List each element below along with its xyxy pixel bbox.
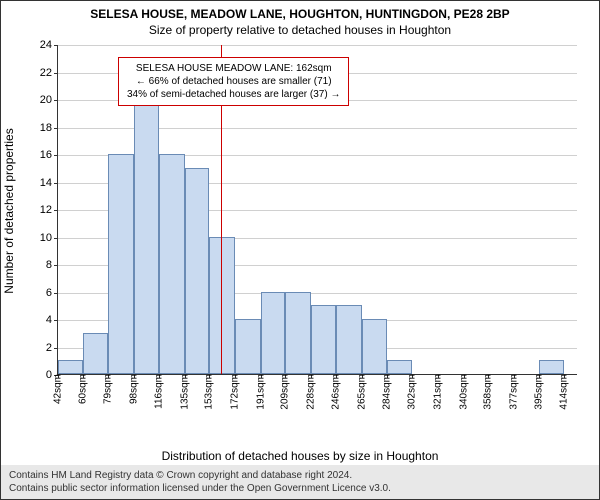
plot-area: 02468101214161820222442sqm60sqm79sqm98sq… <box>57 45 577 375</box>
x-tick-label: 246sqm <box>330 374 341 410</box>
x-tick-label: 340sqm <box>458 374 469 410</box>
x-tick-label: 191sqm <box>255 374 266 410</box>
chart-container: SELESA HOUSE, MEADOW LANE, HOUGHTON, HUN… <box>0 0 600 500</box>
histogram-bar <box>362 319 388 374</box>
x-tick-label: 116sqm <box>153 374 164 409</box>
x-tick-label: 153sqm <box>204 374 215 410</box>
x-tick-label: 135sqm <box>179 374 190 410</box>
y-tick-mark <box>54 100 58 101</box>
y-tick-mark <box>54 265 58 266</box>
histogram-bar <box>387 360 412 374</box>
x-tick-label: 302sqm <box>406 374 417 410</box>
x-tick-label: 209sqm <box>280 374 291 410</box>
y-tick-mark <box>54 293 58 294</box>
y-tick-mark <box>54 210 58 211</box>
y-tick-mark <box>54 73 58 74</box>
histogram-bar <box>108 154 134 374</box>
y-tick-mark <box>54 128 58 129</box>
x-tick-label: 79sqm <box>103 374 114 404</box>
x-tick-label: 60sqm <box>77 374 88 404</box>
y-tick-mark <box>54 320 58 321</box>
histogram-bar <box>311 305 336 374</box>
annotation-line: SELESA HOUSE MEADOW LANE: 162sqm <box>127 62 340 75</box>
histogram-bar <box>134 99 159 374</box>
x-tick-label: 358sqm <box>483 374 494 410</box>
histogram-bar <box>83 333 109 374</box>
histogram-bar <box>235 319 261 374</box>
annotation-box: SELESA HOUSE MEADOW LANE: 162sqm← 66% of… <box>118 57 349 106</box>
x-tick-label: 377sqm <box>509 374 520 410</box>
x-tick-label: 98sqm <box>129 374 140 404</box>
footer-line-2: Contains public sector information licen… <box>9 482 591 495</box>
x-tick-label: 228sqm <box>306 374 317 410</box>
x-tick-label: 172sqm <box>229 374 240 410</box>
x-tick-label: 395sqm <box>533 374 544 410</box>
chart-subtitle: Size of property relative to detached ho… <box>1 21 599 37</box>
y-axis-label: Number of detached properties <box>2 128 16 293</box>
histogram-bar <box>159 154 185 374</box>
histogram-bar <box>185 168 210 374</box>
histogram-bar <box>539 360 565 374</box>
x-tick-label: 414sqm <box>559 374 570 410</box>
histogram-bar <box>285 292 311 375</box>
x-tick-label: 42sqm <box>53 374 64 404</box>
x-axis-label: Distribution of detached houses by size … <box>1 449 599 463</box>
chart-title: SELESA HOUSE, MEADOW LANE, HOUGHTON, HUN… <box>1 1 599 21</box>
x-tick-label: 321sqm <box>432 374 443 410</box>
y-tick-mark <box>54 348 58 349</box>
annotation-line: 34% of semi-detached houses are larger (… <box>127 88 340 101</box>
histogram-bar <box>58 360 83 374</box>
annotation-line: ← 66% of detached houses are smaller (71… <box>127 75 340 88</box>
gridline <box>58 45 577 46</box>
x-tick-label: 284sqm <box>382 374 393 410</box>
y-tick-mark <box>54 183 58 184</box>
histogram-bar <box>261 292 286 375</box>
y-tick-mark <box>54 155 58 156</box>
footer-attribution: Contains HM Land Registry data © Crown c… <box>1 465 599 499</box>
y-tick-mark <box>54 238 58 239</box>
y-tick-mark <box>54 45 58 46</box>
x-tick-label: 265sqm <box>356 374 367 410</box>
footer-line-1: Contains HM Land Registry data © Crown c… <box>9 469 591 482</box>
histogram-bar <box>336 305 362 374</box>
